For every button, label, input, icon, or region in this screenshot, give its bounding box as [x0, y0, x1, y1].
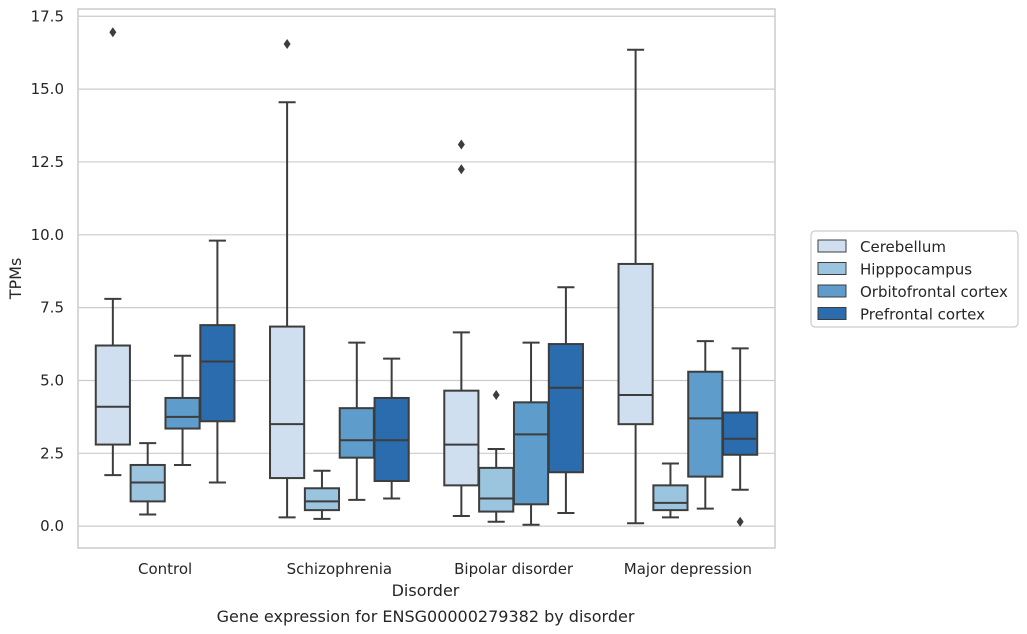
- box-2-3: [547, 286, 584, 515]
- y-tick-label: 17.5: [31, 7, 64, 25]
- x-tick-label: Control: [138, 560, 192, 578]
- y-tick-label: 5.0: [40, 371, 64, 389]
- y-tick-label: 7.5: [40, 299, 64, 317]
- x-axis: Control Schizophrenia Bipolar disorder Majo…: [138, 560, 752, 578]
- x-tick-label: Schizophrenia: [287, 560, 392, 578]
- box-1-1: [303, 469, 341, 520]
- outlier-point: [457, 139, 465, 150]
- box-1-3: [373, 357, 410, 500]
- box-3-2: [687, 340, 724, 510]
- outlier-point: [736, 516, 744, 527]
- box-0-1: [129, 442, 166, 516]
- box-body: [722, 411, 759, 456]
- x-axis-label: Disorder: [392, 581, 460, 600]
- box-body: [478, 466, 515, 513]
- box-3-0: [617, 48, 654, 525]
- y-axis-label: TPMs: [6, 258, 25, 301]
- box-1-2: [338, 341, 375, 501]
- box-body: [164, 396, 201, 430]
- box-body: [687, 370, 724, 478]
- box-body: [303, 487, 341, 512]
- plot-area: [77, 8, 776, 549]
- outlier-point: [109, 27, 117, 38]
- box-0-2: [164, 354, 201, 466]
- box-0-0: [94, 27, 131, 477]
- box-body: [338, 407, 375, 459]
- outlier-point: [283, 38, 291, 49]
- y-tick-label: 10.0: [31, 226, 64, 244]
- box-body: [512, 401, 550, 506]
- box-body: [617, 262, 654, 426]
- legend-label: Orbitofrontal cortex: [860, 283, 1008, 301]
- legend-label: Cerebellum: [860, 238, 946, 256]
- legend-swatch: [817, 284, 847, 298]
- x-tick-label: Major depression: [624, 560, 752, 578]
- box-1-0: [269, 38, 306, 519]
- y-tick-label: 2.5: [40, 444, 64, 462]
- legend-swatch: [817, 239, 847, 253]
- box-body: [443, 389, 480, 487]
- legend-box: [810, 230, 1019, 328]
- legend-swatch: [817, 262, 847, 275]
- outlier-point: [457, 164, 465, 175]
- box-3-1: [652, 462, 689, 519]
- y-axis: 0.0 2.5 5.0 7.5 10.0 12.5 15.0 17.5: [31, 7, 64, 535]
- chart-caption: Gene expression for ENSG00000279382 by d…: [217, 607, 635, 626]
- outlier-point: [492, 390, 500, 401]
- box-body: [652, 484, 689, 512]
- y-tick-label: 15.0: [31, 80, 64, 98]
- legend-label: Hipppocampus: [860, 261, 972, 279]
- legend-label: Prefrontal cortex: [860, 306, 985, 324]
- box-0-3: [199, 239, 236, 484]
- boxes: [94, 27, 759, 527]
- box-2-1: [478, 390, 515, 523]
- box-body: [199, 324, 236, 423]
- y-tick-label: 12.5: [31, 153, 64, 171]
- legend: Cerebellum Hipppocampus Orbitofrontal cort…: [810, 230, 1019, 328]
- box-2-0: [443, 139, 480, 517]
- box-body: [547, 343, 584, 474]
- y-tick-label: 0.0: [40, 517, 64, 535]
- gridlines: [78, 15, 775, 527]
- x-tick-label: Bipolar disorder: [454, 560, 574, 578]
- box-3-3: [722, 347, 759, 527]
- box-2-2: [512, 341, 550, 526]
- box-body: [269, 325, 306, 480]
- legend-swatch: [817, 307, 847, 320]
- box-body: [94, 344, 131, 446]
